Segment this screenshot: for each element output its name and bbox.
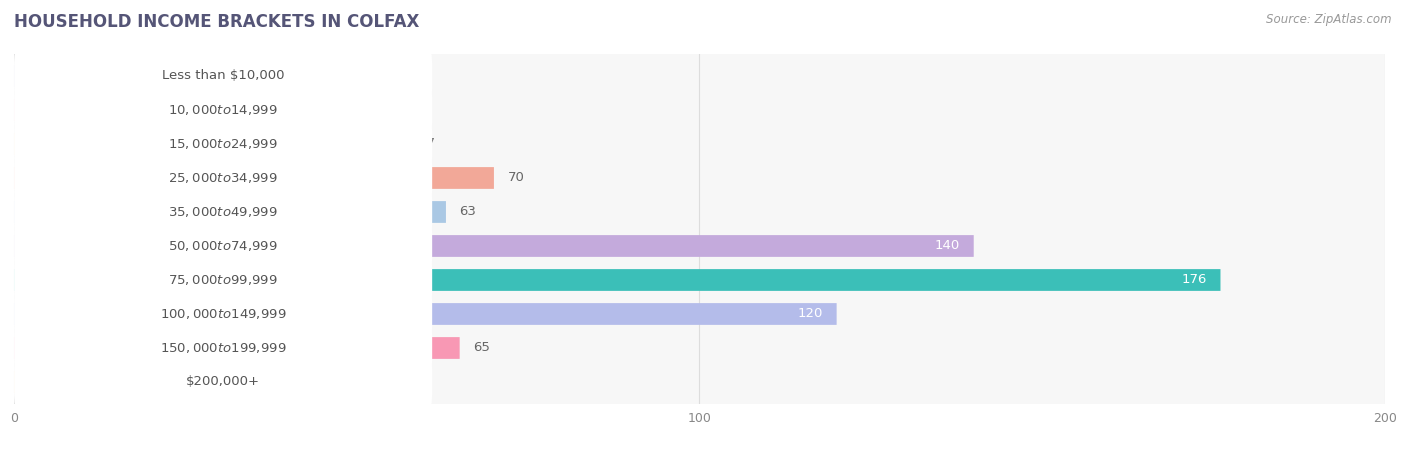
Text: 53: 53 [391, 375, 408, 388]
FancyBboxPatch shape [4, 217, 1395, 275]
FancyBboxPatch shape [4, 251, 1395, 309]
Text: 65: 65 [474, 342, 491, 355]
FancyBboxPatch shape [4, 285, 1395, 343]
Text: $200,000+: $200,000+ [186, 375, 260, 388]
FancyBboxPatch shape [4, 81, 1395, 139]
FancyBboxPatch shape [14, 253, 432, 307]
Text: HOUSEHOLD INCOME BRACKETS IN COLFAX: HOUSEHOLD INCOME BRACKETS IN COLFAX [14, 13, 419, 31]
Text: $50,000 to $74,999: $50,000 to $74,999 [169, 239, 278, 253]
FancyBboxPatch shape [14, 49, 432, 103]
Text: Less than $10,000: Less than $10,000 [162, 70, 284, 83]
Text: Source: ZipAtlas.com: Source: ZipAtlas.com [1267, 13, 1392, 26]
Text: $15,000 to $24,999: $15,000 to $24,999 [169, 137, 278, 151]
FancyBboxPatch shape [14, 201, 446, 223]
FancyBboxPatch shape [4, 319, 1395, 377]
Text: 24: 24 [193, 70, 209, 83]
Text: 63: 63 [460, 206, 477, 219]
Text: 57: 57 [419, 137, 436, 150]
FancyBboxPatch shape [4, 149, 1395, 207]
FancyBboxPatch shape [14, 151, 432, 205]
FancyBboxPatch shape [14, 133, 405, 155]
FancyBboxPatch shape [14, 371, 377, 393]
Text: 176: 176 [1181, 273, 1206, 286]
FancyBboxPatch shape [4, 353, 1395, 411]
FancyBboxPatch shape [4, 47, 1395, 105]
FancyBboxPatch shape [14, 337, 460, 359]
FancyBboxPatch shape [14, 321, 432, 375]
FancyBboxPatch shape [14, 65, 179, 87]
FancyBboxPatch shape [14, 303, 837, 325]
FancyBboxPatch shape [14, 235, 974, 257]
FancyBboxPatch shape [14, 355, 432, 409]
FancyBboxPatch shape [4, 183, 1395, 241]
FancyBboxPatch shape [14, 99, 76, 121]
FancyBboxPatch shape [14, 167, 494, 189]
Text: 70: 70 [508, 172, 524, 185]
Text: 140: 140 [935, 239, 960, 252]
Text: $100,000 to $149,999: $100,000 to $149,999 [160, 307, 287, 321]
FancyBboxPatch shape [14, 117, 432, 171]
FancyBboxPatch shape [4, 115, 1395, 173]
Text: $150,000 to $199,999: $150,000 to $199,999 [160, 341, 287, 355]
Text: $35,000 to $49,999: $35,000 to $49,999 [169, 205, 278, 219]
FancyBboxPatch shape [14, 269, 1220, 291]
FancyBboxPatch shape [14, 83, 432, 137]
Text: $25,000 to $34,999: $25,000 to $34,999 [169, 171, 278, 185]
Text: $10,000 to $14,999: $10,000 to $14,999 [169, 103, 278, 117]
Text: 120: 120 [797, 308, 823, 321]
FancyBboxPatch shape [14, 287, 432, 341]
Text: 9: 9 [90, 103, 98, 116]
FancyBboxPatch shape [14, 219, 432, 273]
Text: $75,000 to $99,999: $75,000 to $99,999 [169, 273, 278, 287]
FancyBboxPatch shape [14, 185, 432, 239]
